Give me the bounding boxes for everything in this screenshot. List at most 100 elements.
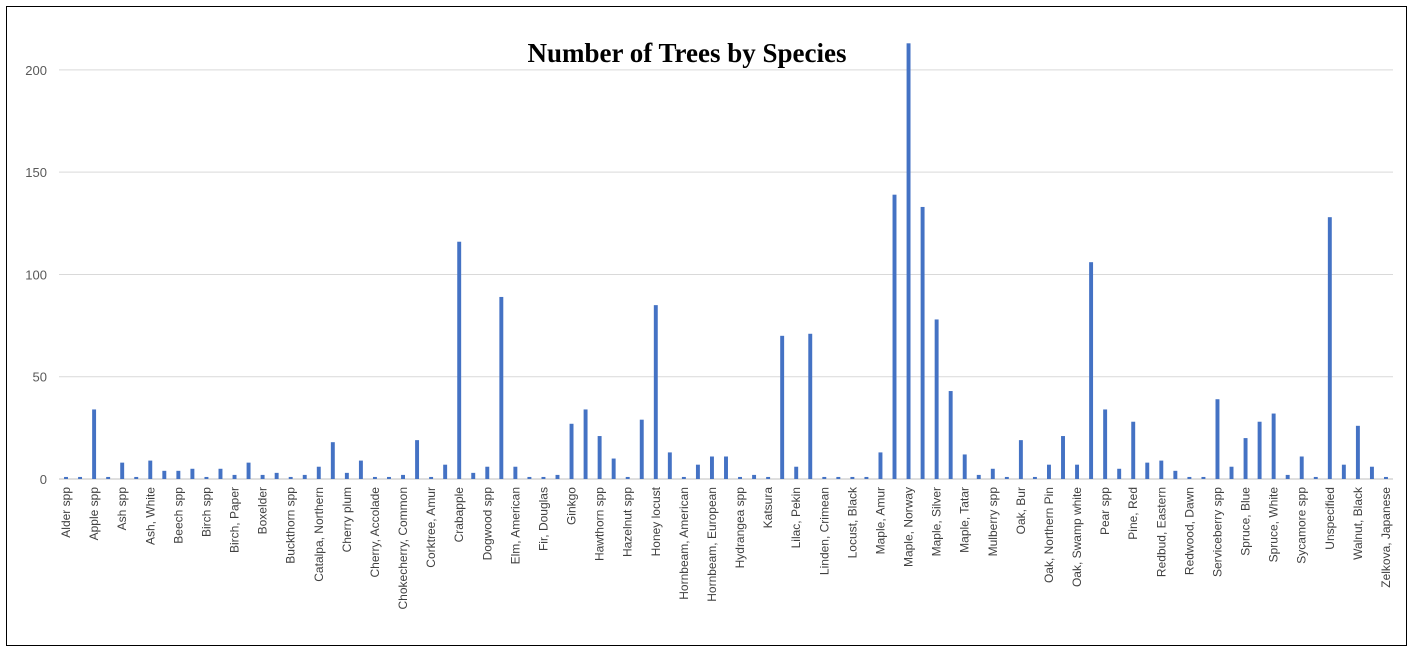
bar — [709, 456, 714, 479]
bar — [288, 476, 293, 479]
x-tick-label: Linden, Crimean — [817, 487, 831, 575]
bar — [148, 460, 153, 479]
y-axis-ticks: 0 50 100 150 200 — [25, 63, 47, 487]
x-tick-label: Birch, Paper — [228, 487, 242, 553]
bar — [1355, 425, 1360, 479]
bar — [808, 333, 813, 479]
bar — [555, 474, 560, 479]
x-tick-label: Alder spp — [59, 487, 73, 538]
x-tick-label: Lilac, Pekin — [789, 487, 803, 548]
bar — [232, 474, 237, 479]
bar — [695, 464, 700, 479]
x-tick-label: Fir, Douglas — [536, 487, 550, 551]
x-tick-label: Locust, Black — [845, 486, 859, 558]
x-tick-label: Maple, Amur — [873, 487, 887, 554]
bar — [611, 458, 616, 479]
bar — [106, 476, 111, 479]
bar — [752, 474, 757, 479]
bar — [1384, 476, 1388, 479]
bar — [457, 241, 462, 479]
x-tick-label: Ginkgo — [565, 487, 579, 525]
x-tick-label: Dogwood spp — [480, 487, 494, 561]
x-tick-label: Hornbeam, American — [677, 487, 691, 600]
bar — [1243, 438, 1248, 479]
x-tick-label: Maple, Silver — [930, 487, 944, 556]
bar — [1215, 399, 1220, 479]
bar — [218, 468, 223, 479]
x-tick-label: Redwood, Dawn — [1182, 487, 1196, 575]
bar — [499, 296, 504, 479]
x-tick-label: Corktree, Amur — [424, 487, 438, 568]
bar — [1117, 468, 1122, 479]
y-tick-label: 0 — [40, 472, 47, 487]
x-tick-label: Oak, Swamp white — [1070, 487, 1084, 587]
bar — [1187, 476, 1192, 479]
bar — [850, 476, 855, 479]
bar — [1299, 456, 1304, 479]
x-tick-label: Unspecified — [1323, 487, 1337, 550]
bar — [274, 472, 279, 479]
bar — [372, 476, 377, 479]
bar — [892, 194, 897, 479]
bar — [190, 468, 195, 479]
y-tick-label: 50 — [33, 370, 47, 385]
x-tick-label: Maple, Tatar — [958, 487, 972, 553]
x-tick-label: Boxelder — [256, 487, 270, 534]
bar — [485, 466, 490, 479]
bar — [401, 474, 405, 479]
x-tick-label: Ash spp — [115, 487, 129, 531]
bar — [1159, 460, 1164, 479]
bar — [1075, 464, 1080, 479]
bar — [1145, 462, 1150, 479]
x-tick-label: Beech spp — [171, 487, 185, 544]
bar — [1131, 421, 1136, 479]
bar — [513, 466, 518, 479]
bar — [1229, 466, 1234, 479]
bar — [316, 466, 321, 479]
bar — [120, 462, 125, 479]
bar — [415, 440, 420, 479]
x-tick-label: Mulberry spp — [986, 487, 1000, 557]
bar — [1018, 440, 1023, 479]
x-tick-label: Birch spp — [199, 487, 213, 537]
bar — [597, 436, 602, 479]
bar — [1032, 476, 1037, 479]
x-tick-label: Redbud, Eastern — [1154, 487, 1168, 577]
bar — [934, 319, 939, 479]
x-tick-label: Cherry, Accolade — [368, 487, 382, 578]
bar — [1201, 476, 1206, 479]
x-tick-label: Hornbeam, European — [705, 487, 719, 602]
bar — [962, 454, 967, 479]
x-tick-label: Sycamore spp — [1295, 487, 1309, 564]
bar — [1004, 476, 1009, 479]
bar — [1257, 421, 1262, 479]
bar — [176, 470, 181, 479]
bar — [1341, 464, 1346, 479]
x-tick-label: Oak, Northern Pin — [1042, 487, 1056, 583]
x-tick-label: Serviceberry spp — [1210, 487, 1224, 577]
bar — [681, 476, 686, 479]
bar — [1285, 474, 1290, 479]
bar — [1369, 466, 1374, 479]
y-tick-label: 200 — [25, 63, 47, 78]
bar — [906, 43, 911, 480]
bar-chart: 0 50 100 150 200 Alder spp Apple spp Ash spp As… — [25, 38, 1393, 609]
bar — [794, 466, 799, 479]
x-tick-label: Hazelnut spp — [621, 487, 635, 557]
bar — [1089, 262, 1094, 479]
bar — [1327, 217, 1332, 479]
bar — [569, 423, 574, 479]
bar — [667, 452, 672, 479]
x-tick-label: Buckthorn spp — [284, 487, 298, 564]
bar — [387, 476, 391, 479]
bar — [878, 452, 883, 479]
bar — [358, 460, 363, 479]
x-tick-label: Crabapple — [452, 487, 466, 543]
bar — [653, 305, 658, 479]
x-tick-label: Cherry plum — [340, 487, 354, 552]
bar — [822, 476, 827, 479]
bar — [330, 442, 335, 479]
x-tick-label: Pine, Red — [1126, 487, 1140, 540]
x-tick-label: Oak, Bur — [1014, 487, 1028, 534]
bar — [78, 476, 83, 479]
